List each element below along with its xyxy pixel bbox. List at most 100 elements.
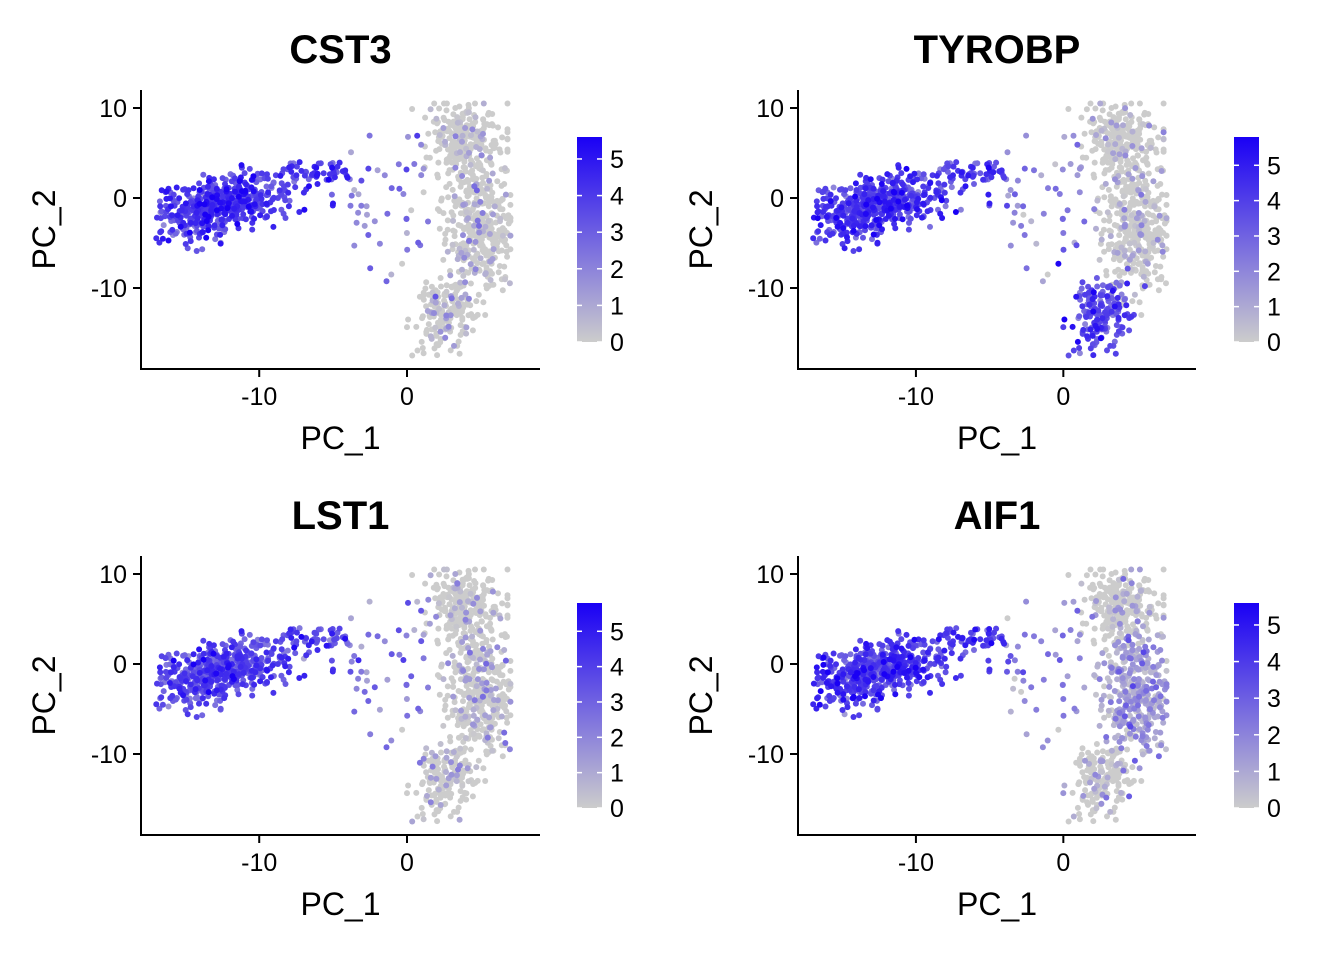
panel-title: AIF1 — [954, 494, 1041, 538]
cell-point — [459, 604, 465, 611]
cell-point — [465, 192, 472, 199]
cell-point — [1076, 816, 1083, 823]
cell-point — [1102, 135, 1109, 142]
cell-point — [409, 352, 416, 359]
cell-point — [347, 202, 354, 209]
cell-point — [474, 676, 481, 683]
cell-point — [1083, 572, 1090, 579]
cell-point — [433, 775, 440, 782]
cell-point — [436, 225, 443, 232]
cell-point — [1091, 206, 1098, 213]
cell-point — [489, 170, 496, 177]
cell-point — [448, 284, 455, 291]
cell-point — [1129, 764, 1136, 771]
cell-point — [287, 626, 294, 633]
cell-point — [270, 223, 277, 230]
cell-point — [361, 688, 368, 695]
cell-point — [190, 185, 197, 192]
cell-point — [450, 217, 456, 224]
cell-point — [1093, 275, 1100, 281]
cell-point — [403, 216, 410, 222]
cell-point — [463, 609, 470, 616]
cell-point — [203, 234, 210, 241]
cell-point — [440, 580, 447, 587]
cell-point — [1101, 217, 1108, 224]
cell-point — [1141, 283, 1148, 290]
cell-point — [330, 200, 336, 207]
cell-point — [230, 638, 237, 645]
cell-point — [1149, 219, 1155, 226]
cell-point — [217, 199, 224, 206]
cell-point — [480, 645, 486, 652]
cell-point — [455, 688, 462, 694]
cell-point — [1076, 189, 1083, 196]
cell-point — [469, 793, 476, 800]
cell-point — [329, 164, 336, 171]
cell-point — [1052, 161, 1059, 168]
cell-point — [485, 111, 492, 118]
cell-point — [1059, 216, 1066, 222]
cell-point — [1140, 157, 1146, 164]
cell-point — [1128, 212, 1135, 219]
cell-point — [192, 220, 199, 227]
cell-point — [470, 315, 477, 321]
cell-point — [413, 789, 420, 796]
cell-point — [456, 350, 463, 357]
cell-point — [413, 323, 420, 330]
cell-point — [443, 107, 450, 114]
cell-point — [433, 341, 440, 348]
cell-point — [442, 334, 449, 341]
cell-point — [1096, 114, 1103, 121]
cell-point — [420, 289, 427, 296]
cell-point — [1104, 774, 1111, 781]
cell-point — [1105, 141, 1112, 148]
cell-point — [454, 199, 461, 206]
cell-point — [463, 675, 470, 682]
cell-point — [473, 683, 480, 690]
cell-point — [427, 106, 434, 113]
cell-point — [381, 172, 388, 179]
cell-point — [180, 692, 187, 699]
cell-point — [388, 185, 395, 192]
cell-point — [1116, 630, 1123, 637]
cell-point — [494, 697, 501, 704]
cell-point — [499, 691, 506, 698]
cell-point — [219, 216, 225, 223]
cell-point — [827, 198, 834, 205]
cell-point — [236, 178, 243, 185]
cell-point — [448, 675, 455, 682]
cell-point — [371, 684, 378, 691]
cell-point — [285, 189, 292, 196]
y-tick-label: -10 — [91, 275, 127, 303]
cell-point — [1070, 347, 1077, 354]
cell-point — [204, 667, 211, 674]
cell-point — [490, 143, 497, 150]
cell-point — [196, 180, 203, 187]
scatter-points — [153, 100, 514, 359]
cell-point — [383, 744, 390, 751]
cell-point — [470, 246, 477, 253]
cell-point — [1096, 722, 1103, 729]
cell-point — [253, 196, 260, 203]
cell-point — [404, 790, 410, 797]
cell-point — [502, 657, 509, 664]
cell-point — [1122, 105, 1129, 112]
cell-point — [445, 323, 452, 330]
cell-point — [213, 185, 220, 192]
cell-point — [411, 627, 418, 633]
cell-point — [404, 324, 410, 331]
cell-point — [425, 787, 432, 794]
cell-point — [460, 667, 467, 674]
cell-point — [409, 106, 416, 112]
cell-point — [857, 171, 864, 178]
cell-point — [434, 171, 441, 178]
cell-point — [507, 201, 514, 208]
cell-point — [1129, 298, 1136, 305]
cell-point — [1074, 338, 1081, 345]
cell-point — [187, 198, 194, 205]
cell-point — [443, 769, 449, 775]
cell-point — [205, 689, 212, 696]
cell-point — [182, 241, 189, 247]
scatter-points — [153, 566, 514, 825]
cell-point — [498, 713, 505, 720]
